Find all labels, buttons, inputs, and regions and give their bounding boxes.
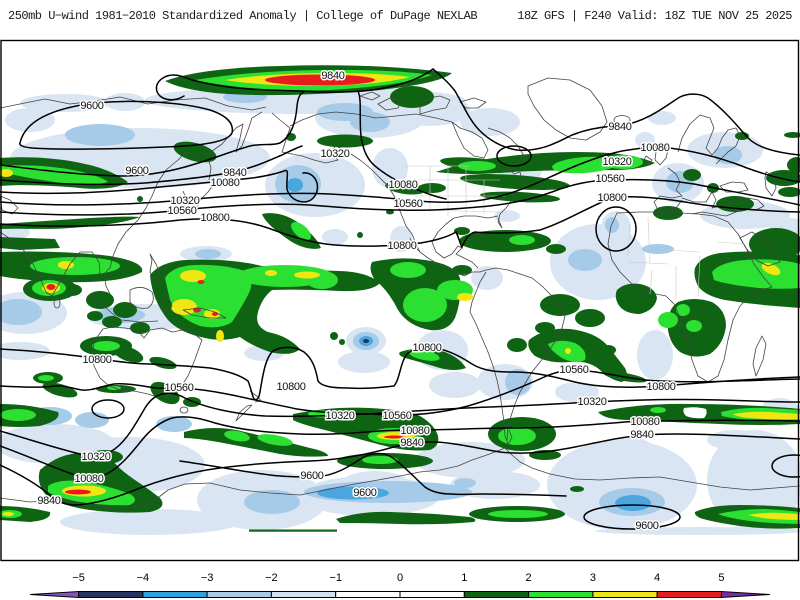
svg-text:9840: 9840 — [37, 495, 60, 507]
svg-text:9600: 9600 — [353, 487, 376, 499]
svg-text:10800: 10800 — [646, 381, 675, 393]
svg-text:5: 5 — [718, 572, 724, 584]
svg-text:9600: 9600 — [300, 470, 323, 482]
svg-text:10080: 10080 — [400, 425, 429, 437]
svg-text:10320: 10320 — [81, 451, 110, 463]
svg-text:10320: 10320 — [325, 410, 354, 422]
svg-text:−2: −2 — [265, 572, 278, 584]
svg-text:9840: 9840 — [608, 121, 631, 133]
svg-text:250mb U−wind 1981−2010 Standar: 250mb U−wind 1981−2010 Standardized Anom… — [8, 9, 477, 23]
svg-text:10800: 10800 — [412, 342, 441, 354]
svg-text:−3: −3 — [201, 572, 214, 584]
svg-text:10560: 10560 — [164, 382, 193, 394]
svg-text:10080: 10080 — [74, 473, 103, 485]
svg-text:−4: −4 — [137, 572, 150, 584]
svg-text:10800: 10800 — [82, 354, 111, 366]
svg-text:18Z GFS | F240 Valid: 18Z TUE: 18Z GFS | F240 Valid: 18Z TUE NOV 25 202… — [517, 9, 792, 23]
svg-text:10320: 10320 — [320, 148, 349, 160]
svg-text:10800: 10800 — [597, 192, 626, 204]
svg-text:10800: 10800 — [387, 240, 416, 252]
svg-text:9840: 9840 — [223, 167, 246, 179]
svg-text:10080: 10080 — [640, 142, 669, 154]
svg-text:2: 2 — [526, 572, 532, 584]
svg-text:−5: −5 — [72, 572, 85, 584]
svg-text:10560: 10560 — [393, 198, 422, 210]
svg-text:10560: 10560 — [559, 364, 588, 376]
svg-text:3: 3 — [590, 572, 596, 584]
svg-text:10080: 10080 — [630, 416, 659, 428]
svg-text:10320: 10320 — [170, 195, 199, 207]
svg-text:9840: 9840 — [400, 437, 423, 449]
svg-text:9600: 9600 — [80, 100, 103, 112]
svg-text:10800: 10800 — [276, 381, 305, 393]
svg-text:10560: 10560 — [595, 173, 624, 185]
svg-text:10560: 10560 — [167, 205, 196, 217]
svg-text:10320: 10320 — [602, 156, 631, 168]
svg-text:9840: 9840 — [630, 429, 653, 441]
svg-text:−1: −1 — [329, 572, 342, 584]
svg-text:9600: 9600 — [635, 520, 658, 532]
svg-text:10800: 10800 — [200, 212, 229, 224]
svg-text:4: 4 — [654, 572, 660, 584]
svg-text:0: 0 — [397, 572, 403, 584]
svg-text:9600: 9600 — [125, 165, 148, 177]
svg-text:1: 1 — [461, 572, 467, 584]
svg-text:10320: 10320 — [577, 396, 606, 408]
svg-text:10080: 10080 — [388, 179, 417, 191]
svg-text:10080: 10080 — [210, 177, 239, 189]
svg-text:9840: 9840 — [321, 70, 344, 82]
svg-text:10560: 10560 — [382, 410, 411, 422]
